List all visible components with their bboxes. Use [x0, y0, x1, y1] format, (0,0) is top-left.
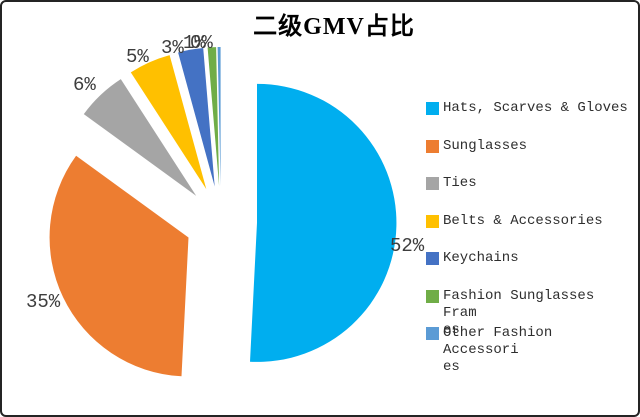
- data-label-hats-scarves-gloves: 52%: [390, 235, 425, 257]
- data-label-belts-accessories: 5%: [126, 46, 149, 68]
- legend-label: Belts & Accessories: [443, 213, 603, 229]
- legend-swatch-icon: [426, 102, 439, 115]
- pie-slice-ties: [83, 79, 197, 196]
- legend-item-ties: Ties: [426, 175, 477, 192]
- pie-slice-hats-scarves-gloves: [250, 83, 397, 362]
- legend-label: Keychains: [443, 250, 519, 266]
- pie-slice-other-fashion-accessories: [217, 46, 221, 186]
- data-label-fashion-sunglasses-frames: 1%: [183, 32, 206, 54]
- legend-label: Sunglasses: [443, 138, 528, 154]
- legend-item-sunglasses: Sunglasses: [426, 138, 527, 155]
- chart-title: 二级GMV占比: [253, 14, 415, 40]
- legend-swatch-icon: [426, 327, 439, 340]
- legend-label: Fashion Sunglasses Fram es: [443, 288, 595, 338]
- data-label-other-fashion-accessories: 0%: [190, 32, 213, 54]
- legend-swatch-icon: [426, 140, 439, 153]
- legend-item-other-fashion-accessories: Other Fashion Accessori es: [426, 325, 636, 376]
- legend-label: Other Fashion Accessori es: [443, 325, 553, 375]
- legend-item-hats-scarves-gloves: Hats, Scarves & Gloves: [426, 100, 628, 117]
- pie-slice-sunglasses: [49, 155, 189, 377]
- data-label-keychains: 3%: [161, 37, 184, 59]
- data-label-ties: 6%: [73, 74, 96, 96]
- legend-item-belts-accessories: Belts & Accessories: [426, 213, 603, 230]
- pie-slice-fashion-sunglasses-frames: [207, 47, 220, 186]
- data-label-sunglasses: 35%: [26, 291, 61, 313]
- legend-swatch-icon: [426, 252, 439, 265]
- chart-legend: Hats, Scarves & Gloves Sunglasses Ties Belt…: [420, 2, 636, 415]
- legend-label: Hats, Scarves & Gloves: [443, 100, 628, 116]
- pie-slice-keychains: [178, 48, 215, 187]
- pie-slice-belts-accessories: [130, 55, 207, 190]
- legend-item-fashion-sunglasses-frames: Fashion Sunglasses Fram es: [426, 288, 636, 339]
- legend-swatch-icon: [426, 177, 439, 190]
- legend-item-keychains: Keychains: [426, 250, 519, 267]
- legend-label: Ties: [443, 175, 477, 191]
- legend-swatch-icon: [426, 215, 439, 228]
- legend-swatch-icon: [426, 290, 439, 303]
